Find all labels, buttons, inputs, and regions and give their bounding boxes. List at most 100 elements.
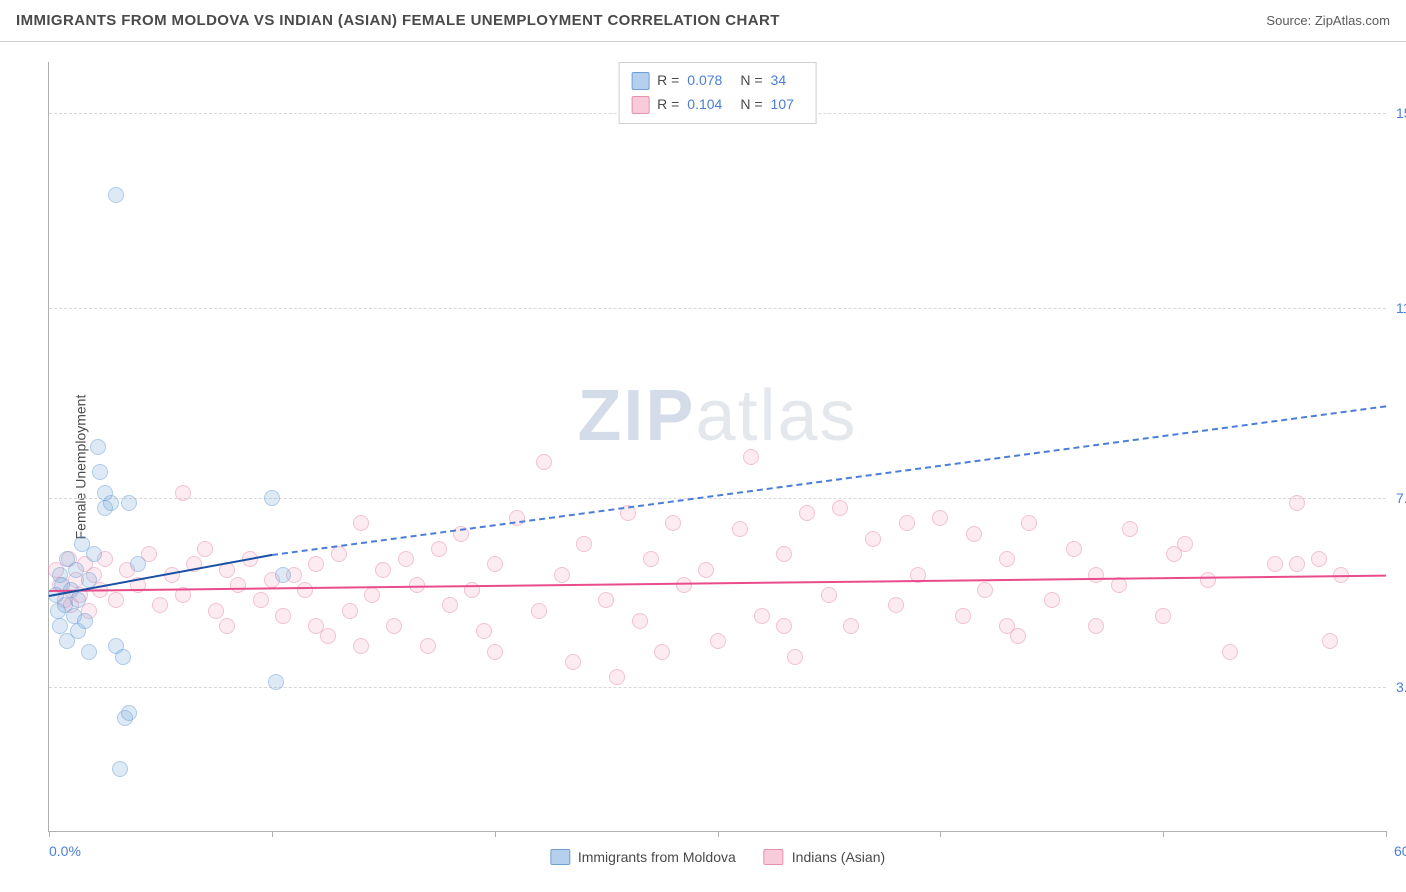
scatter-point <box>1289 495 1305 511</box>
scatter-point <box>297 582 313 598</box>
scatter-point <box>1066 541 1082 557</box>
scatter-point <box>899 515 915 531</box>
legend-item-blue: Immigrants from Moldova <box>550 849 736 865</box>
x-tick-mark <box>272 831 273 837</box>
legend-item-pink: Indians (Asian) <box>764 849 885 865</box>
scatter-point <box>219 618 235 634</box>
scatter-point <box>1222 644 1238 660</box>
scatter-point <box>264 490 280 506</box>
scatter-point <box>955 608 971 624</box>
scatter-point <box>476 623 492 639</box>
scatter-point <box>275 608 291 624</box>
trend-line <box>272 405 1386 556</box>
scatter-point <box>431 541 447 557</box>
scatter-point <box>676 577 692 593</box>
scatter-point <box>1044 592 1060 608</box>
scatter-point <box>536 454 552 470</box>
watermark: ZIPatlas <box>577 375 857 457</box>
source-attribution: Source: ZipAtlas.com <box>1266 13 1390 28</box>
scatter-point <box>103 495 119 511</box>
scatter-point <box>1088 567 1104 583</box>
source-name: ZipAtlas.com <box>1315 13 1390 28</box>
plot-region: ZIPatlas R = 0.078 N = 34 R = 0.104 N = … <box>48 62 1386 832</box>
scatter-point <box>121 495 137 511</box>
scatter-point <box>487 556 503 572</box>
scatter-point <box>353 638 369 654</box>
scatter-point <box>308 618 324 634</box>
legend-label-blue: Immigrants from Moldova <box>578 849 736 865</box>
scatter-point <box>398 551 414 567</box>
legend-top-row-blue: R = 0.078 N = 34 <box>631 69 804 93</box>
r-label: R = <box>657 69 679 93</box>
scatter-point <box>90 439 106 455</box>
scatter-point <box>576 536 592 552</box>
scatter-point <box>230 577 246 593</box>
trend-line <box>49 575 1386 592</box>
scatter-point <box>710 633 726 649</box>
legend-label-pink: Indians (Asian) <box>792 849 885 865</box>
scatter-point <box>115 649 131 665</box>
chart-area: Female Unemployment ZIPatlas R = 0.078 N… <box>0 42 1406 892</box>
scatter-point <box>253 592 269 608</box>
scatter-point <box>86 546 102 562</box>
scatter-point <box>342 603 358 619</box>
scatter-point <box>1311 551 1327 567</box>
scatter-point <box>353 515 369 531</box>
scatter-point <box>175 485 191 501</box>
scatter-point <box>754 608 770 624</box>
scatter-point <box>275 567 291 583</box>
scatter-point <box>565 654 581 670</box>
scatter-point <box>665 515 681 531</box>
chart-title: IMMIGRANTS FROM MOLDOVA VS INDIAN (ASIAN… <box>16 12 780 29</box>
legend-swatch-pink <box>631 96 649 114</box>
x-tick-mark <box>718 831 719 837</box>
scatter-point <box>999 551 1015 567</box>
scatter-point <box>977 582 993 598</box>
legend-swatch-pink <box>764 849 784 865</box>
scatter-point <box>643 551 659 567</box>
n-value-blue: 34 <box>771 69 787 93</box>
source-label: Source: <box>1266 13 1311 28</box>
scatter-point <box>308 556 324 572</box>
scatter-point <box>832 500 848 516</box>
grid-line <box>49 308 1386 309</box>
header-bar: IMMIGRANTS FROM MOLDOVA VS INDIAN (ASIAN… <box>0 0 1406 42</box>
grid-line <box>49 687 1386 688</box>
r-label: R = <box>657 93 679 117</box>
grid-line <box>49 498 1386 499</box>
legend-top: R = 0.078 N = 34 R = 0.104 N = 107 <box>618 62 817 124</box>
scatter-point <box>442 597 458 613</box>
scatter-point <box>364 587 380 603</box>
x-tick-mark <box>49 831 50 837</box>
r-value-blue: 0.078 <box>687 69 722 93</box>
scatter-point <box>130 556 146 572</box>
scatter-point <box>799 505 815 521</box>
scatter-point <box>70 592 86 608</box>
scatter-point <box>776 546 792 562</box>
scatter-point <box>121 705 137 721</box>
scatter-point <box>865 531 881 547</box>
scatter-point <box>52 618 68 634</box>
scatter-point <box>787 649 803 665</box>
x-tick-label: 60.0% <box>1388 843 1406 859</box>
scatter-point <box>1021 515 1037 531</box>
n-value-pink: 107 <box>771 93 794 117</box>
scatter-point <box>531 603 547 619</box>
scatter-point <box>1200 572 1216 588</box>
n-label: N = <box>740 69 762 93</box>
scatter-point <box>487 644 503 660</box>
scatter-point <box>1177 536 1193 552</box>
scatter-point <box>654 644 670 660</box>
scatter-point <box>821 587 837 603</box>
scatter-point <box>999 618 1015 634</box>
scatter-point <box>632 613 648 629</box>
x-tick-mark <box>495 831 496 837</box>
y-tick-label: 3.8% <box>1388 679 1406 695</box>
scatter-point <box>1267 556 1283 572</box>
scatter-point <box>1122 521 1138 537</box>
scatter-point <box>77 613 93 629</box>
scatter-point <box>331 546 347 562</box>
x-tick-mark <box>940 831 941 837</box>
x-tick-label: 0.0% <box>49 843 81 859</box>
scatter-point <box>208 603 224 619</box>
